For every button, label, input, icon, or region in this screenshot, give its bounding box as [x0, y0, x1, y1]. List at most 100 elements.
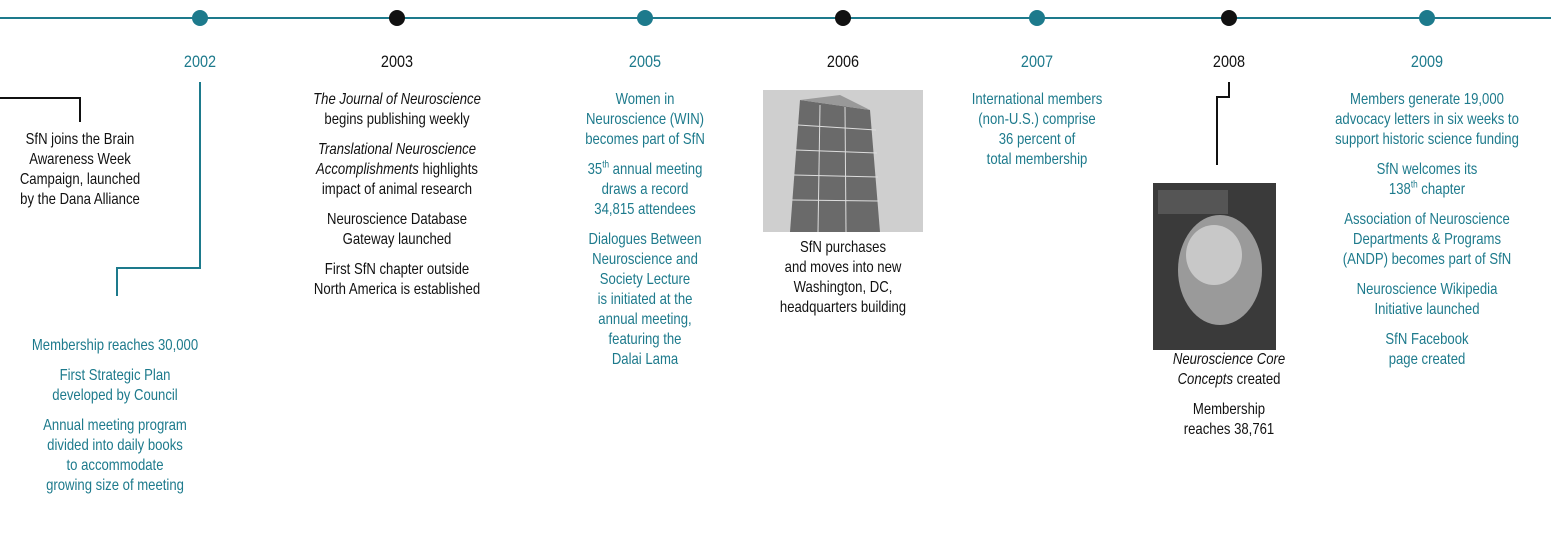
text-segment: SfN welcomes its: [1377, 161, 1478, 178]
text-segment: (ANDP) becomes part of SfN: [1343, 251, 1511, 268]
text-line: featuring the: [585, 330, 705, 350]
text-segment: 36 percent of: [999, 131, 1076, 148]
entry-text: SfN joins the Brain Awareness Week Campaig…: [20, 130, 140, 220]
milestone: Women inNeuroscience (WIN)becomes part o…: [585, 90, 705, 150]
text-segment: begins publishing weekly: [324, 111, 469, 128]
text-line: (non-U.S.) comprise: [972, 110, 1103, 130]
text-segment: Association of Neuroscience: [1344, 211, 1510, 228]
text-segment: becomes part of SfN: [585, 131, 705, 148]
milestone: Neuroscience WikipediaInitiative launche…: [1335, 280, 1519, 320]
dot: [1029, 10, 1045, 26]
text-segment: SfN Facebook: [1385, 331, 1468, 348]
text-line: 138th chapter: [1335, 180, 1519, 200]
text-line: Dalai Lama: [585, 350, 705, 370]
text-segment: Neuroscience Database: [327, 211, 467, 228]
dot: [1419, 10, 1435, 26]
milestone: 35th annual meetingdraws a record34,815 …: [585, 160, 705, 220]
text-segment: is initiated at the: [598, 291, 693, 308]
timeline: SfN joins the Brain Awareness Week Campaig…: [0, 0, 1551, 548]
year-label: 2003: [381, 52, 413, 72]
dot: [637, 10, 653, 26]
text-line: to accommodate: [32, 456, 198, 476]
text-line: International members: [972, 90, 1103, 110]
text-segment: featuring the: [609, 331, 682, 348]
text-line: Membership: [1173, 400, 1285, 420]
text-line: First Strategic Plan: [32, 366, 198, 386]
text-segment: International members: [972, 91, 1103, 108]
text-segment: draws a record: [602, 181, 689, 198]
text-segment: growing size of meeting: [46, 477, 184, 494]
text-segment: SfN joins the Brain: [26, 131, 135, 148]
text-segment: to accommodate: [67, 457, 164, 474]
text-segment: Gateway launched: [343, 231, 452, 248]
text-line: becomes part of SfN: [585, 130, 705, 150]
dot: [389, 10, 405, 26]
text-line: developed by Council: [32, 386, 198, 406]
text-line: Awareness Week: [20, 150, 140, 170]
milestone: Members generate 19,000advocacy letters …: [1335, 90, 1519, 150]
text-segment: Translational Neuroscience: [318, 141, 476, 158]
text-line: Departments & Programs: [1335, 230, 1519, 250]
text-line: 34,815 attendees: [585, 200, 705, 220]
entry-text: International members (non-U.S.) comprise…: [972, 90, 1103, 180]
milestone: Translational Neuroscience Accomplishment…: [313, 140, 481, 200]
text-line: (ANDP) becomes part of SfN: [1335, 250, 1519, 270]
text-line: First SfN chapter outside: [313, 260, 481, 280]
dot: [1221, 10, 1237, 26]
text-segment: Society Lecture: [600, 271, 690, 288]
text-segment: North America is established: [314, 281, 480, 298]
text-segment: Departments & Programs: [1353, 231, 1501, 248]
text-segment: Concepts: [1178, 371, 1233, 388]
text-segment: page created: [1389, 351, 1466, 368]
text-segment: Membership reaches 30,000: [32, 337, 198, 354]
text-segment: Annual meeting program: [43, 417, 187, 434]
text-line: annual meeting,: [585, 310, 705, 330]
text-line: Annual meeting program: [32, 416, 198, 436]
text-segment: Initiative launched: [1374, 301, 1479, 318]
text-line: North America is established: [313, 280, 481, 300]
milestone: SfN Facebook page created: [1335, 330, 1519, 370]
text-segment: Washington, DC,: [794, 279, 893, 296]
text-line: begins publishing weekly: [313, 110, 481, 130]
text-segment: SfN purchases: [800, 239, 886, 256]
timeline-graphics: [0, 0, 1551, 548]
text-line: Neuroscience Wikipedia: [1335, 280, 1519, 300]
text-line: is initiated at the: [585, 290, 705, 310]
text-line: SfN Facebook: [1335, 330, 1519, 350]
text-segment: chapter: [1418, 181, 1465, 198]
text-segment: support historic science funding: [1335, 131, 1519, 148]
text-line: Dialogues Between: [585, 230, 705, 250]
milestone: International members (non-U.S.) comprise…: [972, 90, 1103, 170]
text-segment: divided into daily books: [47, 437, 183, 454]
milestone: The Journal of Neuroscience begins publis…: [313, 90, 481, 130]
text-segment: Neuroscience and: [592, 251, 698, 268]
text-segment: Awareness Week: [29, 151, 131, 168]
text-line: page created: [1335, 350, 1519, 370]
text-line: Gateway launched: [313, 230, 481, 250]
text-segment: highlights: [419, 161, 478, 178]
text-segment: The Journal of Neuroscience: [313, 91, 481, 108]
text-segment: Membership: [1193, 401, 1265, 418]
text-line: Translational Neuroscience: [313, 140, 481, 160]
text-segment: reaches 38,761: [1184, 421, 1274, 438]
text-line: SfN welcomes its: [1335, 160, 1519, 180]
text-line: 36 percent of: [972, 130, 1103, 150]
text-segment: total membership: [987, 151, 1088, 168]
text-line: Initiative launched: [1335, 300, 1519, 320]
text-segment: Accomplishments: [316, 161, 419, 178]
text-line: Members generate 19,000: [1335, 90, 1519, 110]
building-photo: [763, 90, 923, 232]
text-line: Neuroscience and: [585, 250, 705, 270]
text-segment: Campaign, launched: [20, 171, 140, 188]
text-line: Membership reaches 30,000: [32, 336, 198, 356]
text-line: and moves into new: [780, 258, 906, 278]
bracket: [1217, 82, 1229, 165]
milestone: Annual meeting program divided into daily…: [32, 416, 198, 496]
year-label: 2002: [184, 52, 216, 72]
text-segment: (non-U.S.) comprise: [978, 111, 1095, 128]
milestone: Membership reaches 30,000: [32, 336, 198, 356]
